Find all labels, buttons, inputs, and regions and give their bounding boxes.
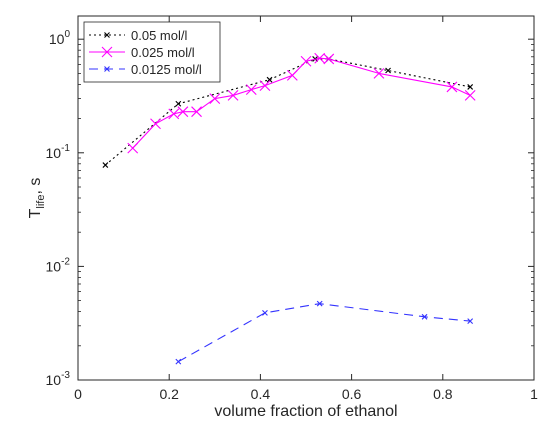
series-line xyxy=(132,57,471,149)
y-axis-ticks: 10-3 10-2 10-1 100 xyxy=(46,29,534,388)
data-point xyxy=(259,80,271,92)
legend-label: 0.05 mol/l xyxy=(131,28,187,43)
data-point xyxy=(245,84,257,95)
y-axis-label-suffix: , s xyxy=(27,178,44,195)
legend-label: 0.025 mol/l xyxy=(131,45,195,60)
data-point xyxy=(314,52,326,64)
y-tick-label: 10-2 xyxy=(46,256,71,274)
x-tick-label: 0.8 xyxy=(433,386,453,402)
x-axis-ticks: 0 0.2 0.4 0.6 0.8 1 xyxy=(74,16,538,402)
x-tick-label: 0.2 xyxy=(159,386,179,402)
legend-item: 0.0125 mol/l xyxy=(89,62,202,77)
x-tick-label: 0 xyxy=(74,386,82,402)
x-axis-label: volume fraction of ethanol xyxy=(214,403,397,420)
legend-item: 0.05 mol/l xyxy=(89,28,187,43)
plot-frame xyxy=(77,15,535,381)
data-point xyxy=(191,106,202,118)
legend-marker xyxy=(104,66,110,72)
data-point xyxy=(177,106,189,118)
data-point xyxy=(316,300,323,307)
y-tick-label: 100 xyxy=(49,29,71,47)
data-point xyxy=(150,118,161,130)
y-axis-label-subscript: life xyxy=(35,195,47,209)
data-point xyxy=(262,309,268,316)
data-point xyxy=(227,90,239,101)
data-point xyxy=(209,93,221,104)
y-axis-label: Tlife, s xyxy=(27,178,47,219)
svg-text:Tlife, s: Tlife, s xyxy=(27,178,47,219)
data-point xyxy=(300,55,312,67)
y-tick-label: 10-1 xyxy=(46,143,71,161)
legend-marker xyxy=(101,46,113,58)
y-axis-label-main: T xyxy=(27,208,44,218)
legend: 0.05 mol/l 0.025 mol/l 0.0125 mol/l xyxy=(83,21,221,83)
x-tick-label: 0.6 xyxy=(342,386,362,402)
data-point xyxy=(175,358,182,365)
data-point xyxy=(385,67,391,74)
data-point xyxy=(175,100,182,107)
series-2 xyxy=(127,52,476,154)
data-point xyxy=(467,84,474,90)
y-tick-label: 10-3 xyxy=(46,370,71,388)
data-point xyxy=(373,67,385,79)
series-3 xyxy=(175,300,474,365)
data-point xyxy=(266,76,273,83)
data-point xyxy=(446,81,458,93)
data-point xyxy=(464,90,476,101)
data-point xyxy=(323,53,335,65)
series-layer xyxy=(102,52,476,365)
data-point xyxy=(467,318,474,324)
legend-item: 0.025 mol/l xyxy=(89,45,195,60)
data-point xyxy=(286,70,298,81)
data-point xyxy=(168,108,180,120)
legend-marker xyxy=(104,32,110,38)
data-point xyxy=(102,162,109,168)
legend-label: 0.0125 mol/l xyxy=(131,62,202,77)
x-tick-label: 0.4 xyxy=(251,386,271,402)
x-tick-label: 1 xyxy=(530,386,538,402)
data-point xyxy=(127,142,139,154)
data-point xyxy=(421,313,428,320)
